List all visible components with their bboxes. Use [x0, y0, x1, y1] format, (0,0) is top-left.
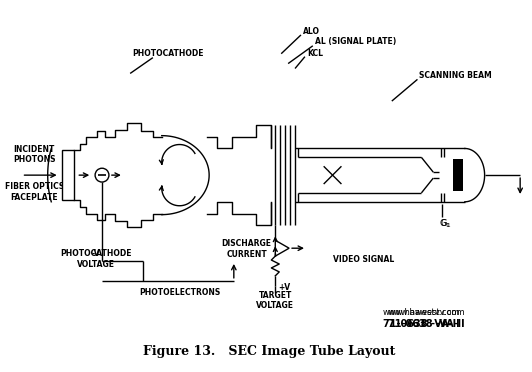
Text: INCIDENT
PHOTONS: INCIDENT PHOTONS [13, 145, 56, 164]
Text: www.hawestv.com: www.hawestv.com [387, 308, 465, 317]
Text: 71-0638 -VA-II: 71-0638 -VA-II [383, 319, 460, 329]
Text: 71-0638 -VA-II: 71-0638 -VA-II [388, 319, 464, 329]
Text: AL (SIGNAL PLATE): AL (SIGNAL PLATE) [315, 37, 396, 46]
Text: PHOTOCATHODE: PHOTOCATHODE [132, 49, 203, 58]
Text: G$_1$: G$_1$ [439, 217, 451, 230]
Text: VIDEO SIGNAL: VIDEO SIGNAL [332, 254, 394, 264]
Text: G$_1$: G$_1$ [440, 217, 452, 230]
Text: KCL: KCL [307, 49, 323, 58]
Text: TARGET
VOLTAGE: TARGET VOLTAGE [256, 291, 294, 310]
Text: Figure 13.   SEC Image Tube Layout: Figure 13. SEC Image Tube Layout [143, 345, 396, 358]
Text: DISCHARGE
CURRENT: DISCHARGE CURRENT [222, 240, 272, 259]
Text: FIBER OPTICS
FACEPLATE: FIBER OPTICS FACEPLATE [5, 182, 64, 202]
Text: SCANNING BEAM: SCANNING BEAM [419, 71, 492, 80]
Text: PHOTOCATHODE
VOLTAGE: PHOTOCATHODE VOLTAGE [60, 249, 131, 269]
Text: PHOTOELECTRONS: PHOTOELECTRONS [139, 288, 220, 297]
Text: +V: +V [278, 283, 290, 292]
Text: www.hawestv.com: www.hawestv.com [383, 308, 460, 317]
Bar [453, 159, 463, 191]
Bar [62, 150, 74, 200]
Text: ALO: ALO [303, 28, 320, 36]
Text: -V: -V [92, 248, 100, 258]
